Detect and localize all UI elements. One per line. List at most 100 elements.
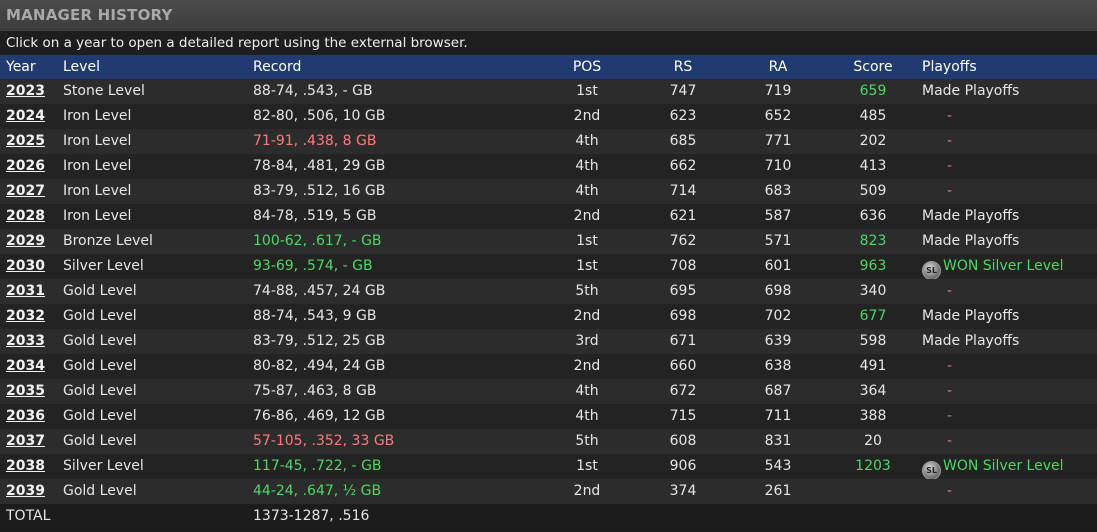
year-link[interactable]: 2032 (6, 308, 45, 324)
pos-cell-wrap: 1st (557, 79, 617, 104)
window-title: MANAGER HISTORY (0, 0, 1097, 31)
pos-cell: 2nd (573, 208, 601, 224)
pos-cell: 2nd (573, 108, 601, 124)
ra-cell-wrap: 571 (748, 229, 808, 254)
rs-cell: 672 (669, 383, 697, 399)
ra-cell-wrap: 710 (748, 154, 808, 179)
pos-cell-wrap: 4th (557, 179, 617, 204)
score-cell: 202 (859, 133, 887, 149)
ra-cell: 571 (764, 233, 792, 249)
year-link-wrap: 2032 (6, 304, 56, 329)
year-link[interactable]: 2035 (6, 383, 45, 399)
score-cell: 636 (859, 208, 887, 224)
column-header-score[interactable]: Score (853, 59, 893, 75)
column-header-record[interactable]: Record (253, 59, 302, 75)
pos-cell-wrap: 4th (557, 129, 617, 154)
level-cell-wrap: Gold Level (63, 379, 243, 404)
level-cell: Gold Level (63, 483, 137, 499)
table-row: 2029 Bronze Level 100-62, .617, - GB 1st 762… (0, 229, 1097, 254)
year-link[interactable]: 2033 (6, 333, 45, 349)
total-record: 1373-1287, .516 (253, 508, 370, 524)
score-cell: 1203 (855, 458, 891, 474)
playoffs-cell-wrap: SL WON Silver Level (922, 454, 1092, 480)
year-link[interactable]: 2031 (6, 283, 45, 299)
level-cell-wrap: Silver Level (63, 254, 243, 279)
year-link[interactable]: 2028 (6, 208, 45, 224)
year-link[interactable]: 2037 (6, 433, 45, 449)
score-cell: 598 (859, 333, 887, 349)
level-cell: Stone Level (63, 83, 145, 99)
year-link[interactable]: 2034 (6, 358, 45, 374)
score-cell: 20 (864, 433, 882, 449)
year-link-wrap: 2037 (6, 429, 56, 454)
playoffs-cell-wrap: - (922, 379, 1092, 404)
table-row: 2024 Iron Level 82-80, .506, 10 GB 2nd 623 65… (0, 104, 1097, 129)
playoffs-cell: Made Playoffs (922, 208, 1020, 224)
ra-cell-wrap: 683 (748, 179, 808, 204)
year-link[interactable]: 2027 (6, 183, 45, 199)
record-cell-wrap: 75-87, .463, 8 GB (253, 379, 503, 404)
year-link[interactable]: 2036 (6, 408, 45, 424)
level-cell-wrap: Iron Level (63, 204, 243, 229)
year-link[interactable]: 2024 (6, 108, 45, 124)
table-row: 2034 Gold Level 80-82, .494, 24 GB 2nd 660 63… (0, 354, 1097, 379)
year-link-wrap: 2025 (6, 129, 56, 154)
record-cell-wrap: 74-88, .457, 24 GB (253, 279, 503, 304)
playoffs-cell: - (947, 183, 953, 199)
year-link-wrap: 2039 (6, 479, 56, 504)
year-link[interactable]: 2025 (6, 133, 45, 149)
playoffs-cell: - (947, 283, 953, 299)
year-link-wrap: 2034 (6, 354, 56, 379)
ra-cell-wrap: 719 (748, 79, 808, 104)
column-header-level[interactable]: Level (63, 59, 100, 75)
table-row: 2027 Iron Level 83-79, .512, 16 GB 4th 714 68… (0, 179, 1097, 204)
table-row: 2030 Silver Level 93-69, .574, - GB 1st 708 6… (0, 254, 1097, 280)
rs-cell-wrap: 714 (653, 179, 713, 204)
column-header-ra[interactable]: RA (768, 59, 788, 75)
year-link[interactable]: 2029 (6, 233, 45, 249)
playoffs-cell-wrap: - (922, 104, 1092, 129)
table-row: 2026 Iron Level 78-84, .481, 29 GB 4th 662 71… (0, 154, 1097, 179)
record-cell: 44-24, .647, ½ GB (253, 483, 382, 499)
score-cell: 413 (859, 158, 887, 174)
trophy-medal-icon: SL (922, 461, 941, 480)
score-cell-wrap: 20 (843, 429, 903, 454)
playoffs-cell: WON Silver Level (943, 458, 1064, 474)
level-cell: Gold Level (63, 383, 137, 399)
score-cell: 491 (859, 358, 887, 374)
playoffs-cell-wrap: - (922, 429, 1092, 454)
pos-cell: 4th (575, 158, 599, 174)
level-cell-wrap: Gold Level (63, 404, 243, 429)
record-cell-wrap: 88-74, .543, 9 GB (253, 304, 503, 329)
table-row: 2023 Stone Level 88-74, .543, - GB 1st 747 71… (0, 79, 1097, 104)
playoffs-cell-wrap: SL WON Silver Level (922, 254, 1092, 280)
year-link[interactable]: 2026 (6, 158, 45, 174)
level-cell-wrap: Gold Level (63, 329, 243, 354)
rs-cell-wrap: 698 (653, 304, 713, 329)
year-link-wrap: 2029 (6, 229, 56, 254)
year-link[interactable]: 2038 (6, 458, 45, 474)
level-cell: Gold Level (63, 333, 137, 349)
playoffs-cell-wrap: - (922, 129, 1092, 154)
rs-cell-wrap: 660 (653, 354, 713, 379)
rs-cell-wrap: 662 (653, 154, 713, 179)
ra-cell: 711 (764, 408, 792, 424)
column-header-playoffs[interactable]: Playoffs (922, 59, 977, 75)
pos-cell-wrap: 5th (557, 429, 617, 454)
record-cell: 117-45, .722, - GB (253, 458, 382, 474)
table-body: 2023 Stone Level 88-74, .543, - GB 1st 747 71… (0, 79, 1097, 504)
pos-cell: 2nd (573, 358, 601, 374)
year-link[interactable]: 2023 (6, 83, 45, 99)
year-link[interactable]: 2039 (6, 483, 45, 499)
table-row: 2031 Gold Level 74-88, .457, 24 GB 5th 695 69… (0, 279, 1097, 304)
ra-cell: 702 (764, 308, 792, 324)
rs-cell-wrap: 671 (653, 329, 713, 354)
pos-cell: 1st (576, 458, 598, 474)
pos-cell-wrap: 1st (557, 229, 617, 254)
year-link[interactable]: 2030 (6, 258, 45, 274)
ra-cell-wrap: 702 (748, 304, 808, 329)
column-header-pos[interactable]: POS (572, 59, 602, 75)
pos-cell-wrap: 2nd (557, 104, 617, 129)
column-header-year[interactable]: Year (6, 59, 36, 75)
column-header-rs[interactable]: RS (673, 59, 693, 75)
